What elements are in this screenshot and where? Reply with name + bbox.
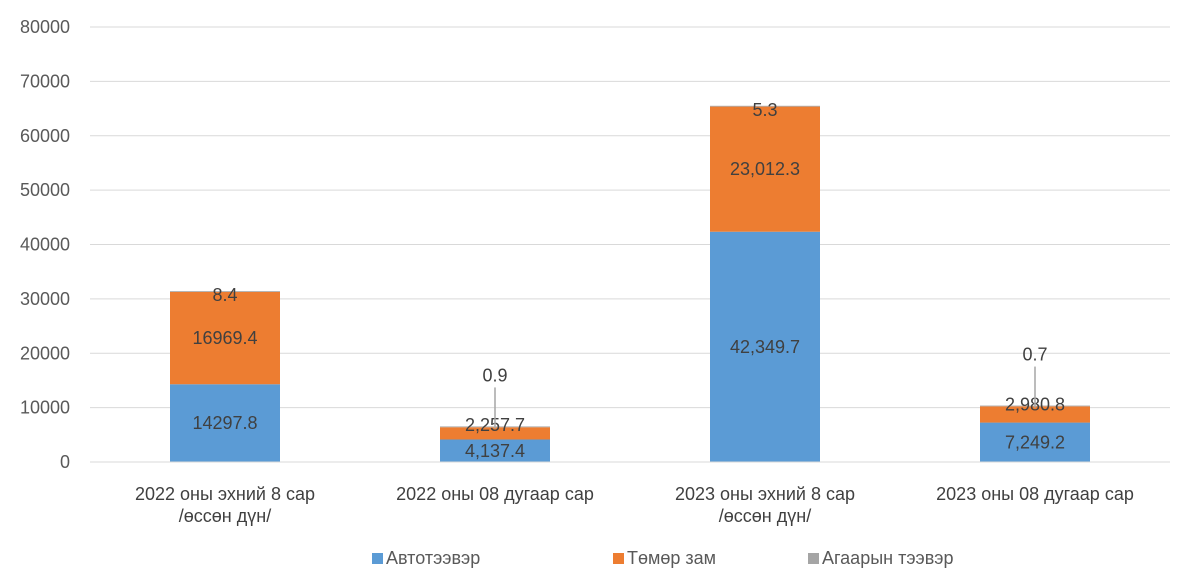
x-category-label: /өссөн дүн/ bbox=[719, 506, 811, 526]
y-tick-label: 30000 bbox=[20, 289, 70, 309]
bar-segment bbox=[980, 422, 1090, 462]
y-tick-label: 70000 bbox=[20, 71, 70, 91]
data-label: 42,349.7 bbox=[730, 337, 800, 357]
bars bbox=[170, 105, 1090, 462]
data-label: 0.7 bbox=[1022, 345, 1047, 365]
x-category-label: 2023 оны эхний 8 сар bbox=[675, 484, 855, 504]
y-tick-label: 10000 bbox=[20, 398, 70, 418]
bar-segment bbox=[710, 105, 820, 107]
bar-segment bbox=[980, 406, 1090, 423]
bar-segment bbox=[440, 427, 550, 440]
legend-swatch bbox=[613, 553, 624, 564]
y-tick-label: 80000 bbox=[20, 17, 70, 37]
legend-swatch bbox=[372, 553, 383, 564]
legend-swatch bbox=[808, 553, 819, 564]
legend-label: Автотээвэр bbox=[386, 548, 480, 568]
data-label: 8.4 bbox=[212, 285, 237, 305]
x-category-label: /өссөн дүн/ bbox=[179, 506, 271, 526]
y-tick-label: 0 bbox=[60, 452, 70, 472]
data-label: 23,012.3 bbox=[730, 159, 800, 179]
data-label: 7,249.2 bbox=[1005, 432, 1065, 452]
data-label: 14297.8 bbox=[192, 413, 257, 433]
bar-segment bbox=[170, 384, 280, 462]
bar-segment bbox=[440, 439, 550, 462]
bar-segment bbox=[710, 106, 820, 232]
data-label: 4,137.4 bbox=[465, 441, 525, 461]
x-category-label: 2022 оны эхний 8 сар bbox=[135, 484, 315, 504]
bar-segment bbox=[710, 231, 820, 462]
legend-label: Төмөр зам bbox=[627, 548, 716, 568]
y-tick-label: 20000 bbox=[20, 343, 70, 363]
legend-label: Агаарын тээвэр bbox=[822, 548, 953, 568]
y-tick-label: 40000 bbox=[20, 235, 70, 255]
data-label: 0.9 bbox=[482, 365, 507, 385]
y-axis: 0 10000 20000 30000 40000 50000 60000 70000 8000… bbox=[20, 17, 70, 472]
y-tick-label: 50000 bbox=[20, 180, 70, 200]
legend: Автотээвэр Төмөр зам Агаарын тээвэр bbox=[372, 548, 953, 568]
data-label: 16969.4 bbox=[192, 328, 257, 348]
bar-segment bbox=[170, 291, 280, 292]
x-category-label: 2023 оны 08 дугаар сар bbox=[936, 484, 1134, 504]
y-tick-label: 60000 bbox=[20, 126, 70, 146]
data-label: 5.3 bbox=[752, 100, 777, 120]
bar-segment bbox=[170, 291, 280, 385]
data-labels: 14297.816969.48.44,137.42,257.70.942,349… bbox=[192, 100, 1065, 461]
x-axis: 2022 оны эхний 8 сар/өссөн дүн/2022 оны … bbox=[90, 461, 1170, 526]
x-category-label: 2022 оны 08 дугаар сар bbox=[396, 484, 594, 504]
